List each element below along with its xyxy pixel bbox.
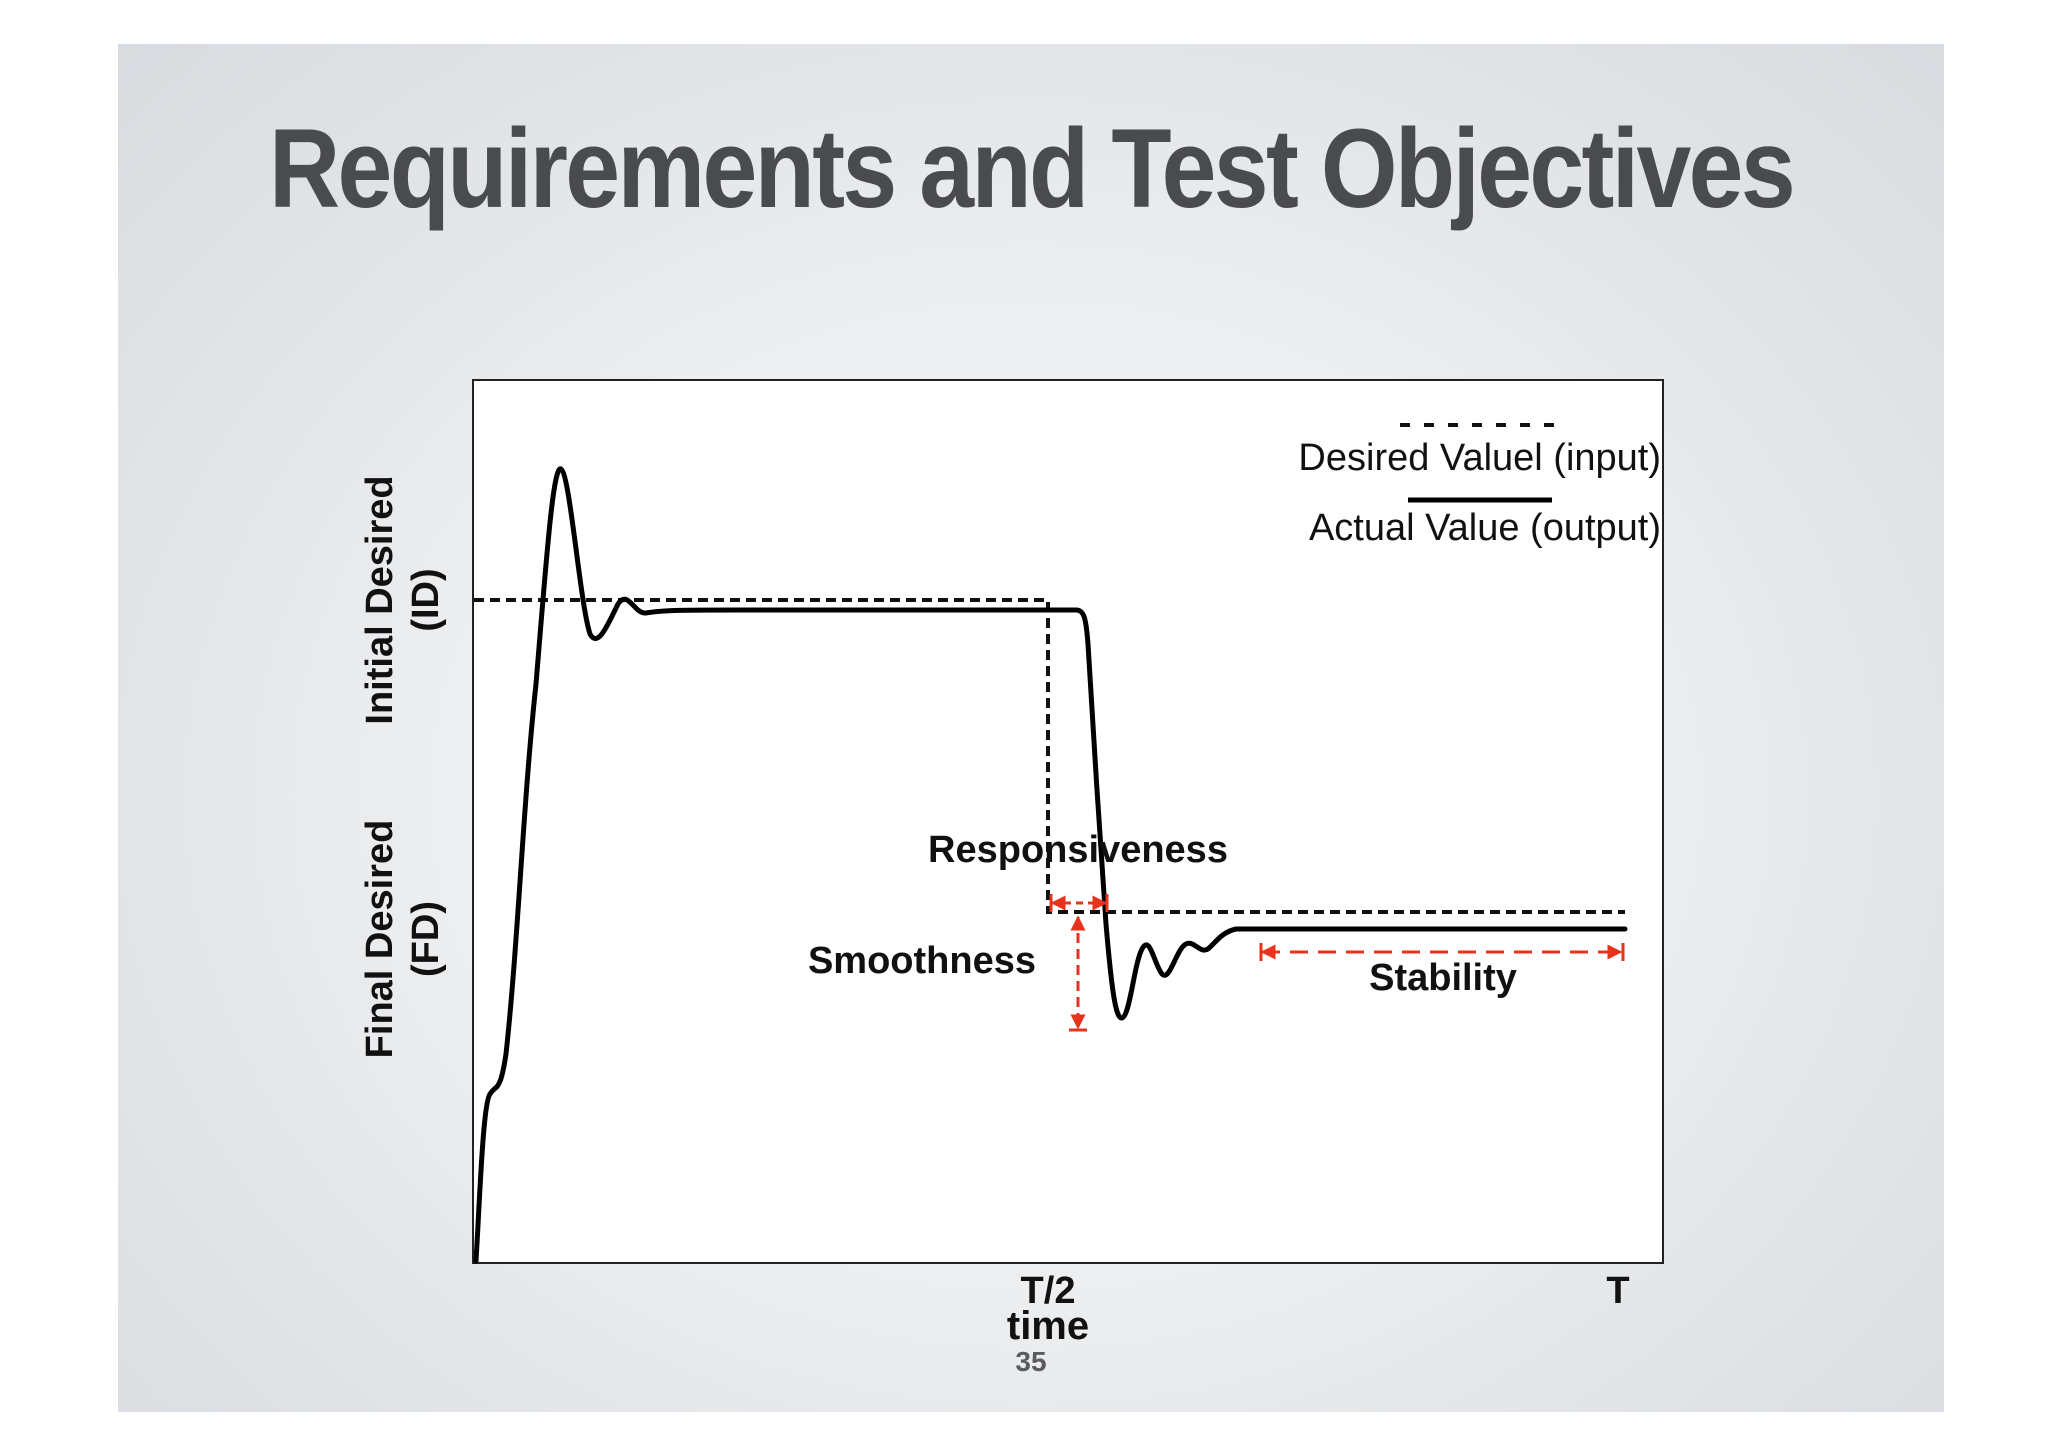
x-tick-period: T: [1606, 1270, 1629, 1312]
responsiveness-label: Responsiveness: [928, 829, 1228, 871]
x-axis-title: time: [1007, 1304, 1089, 1348]
actual-value-curve: [473, 466, 1628, 1264]
slide: Requirements and Test Objectives Desired…: [118, 44, 1944, 1412]
step-response-diagram: Desired Valuel (input) Actual Value (out…: [359, 379, 1664, 1348]
x-tick-half-period: T/2: [1021, 1270, 1076, 1312]
initial-desired-label-line2: (ID): [405, 568, 447, 631]
legend-desired-label: Desired Valuel (input): [1298, 437, 1661, 479]
stability-label: Stability: [1369, 957, 1517, 999]
slide-title: Requirements and Test Objectives: [268, 106, 1796, 231]
final-desired-label-line1: Final Desired: [359, 820, 401, 1059]
smoothness-label: Smoothness: [808, 940, 1036, 982]
final-desired-label-line2: (FD): [405, 901, 447, 977]
legend-actual-label: Actual Value (output): [1309, 507, 1661, 549]
desired-value-line: [474, 598, 1625, 914]
plot-area: [472, 379, 1664, 1264]
page-number: 35: [1015, 1346, 1047, 1377]
initial-desired-label-line1: Initial Desired: [359, 475, 401, 724]
